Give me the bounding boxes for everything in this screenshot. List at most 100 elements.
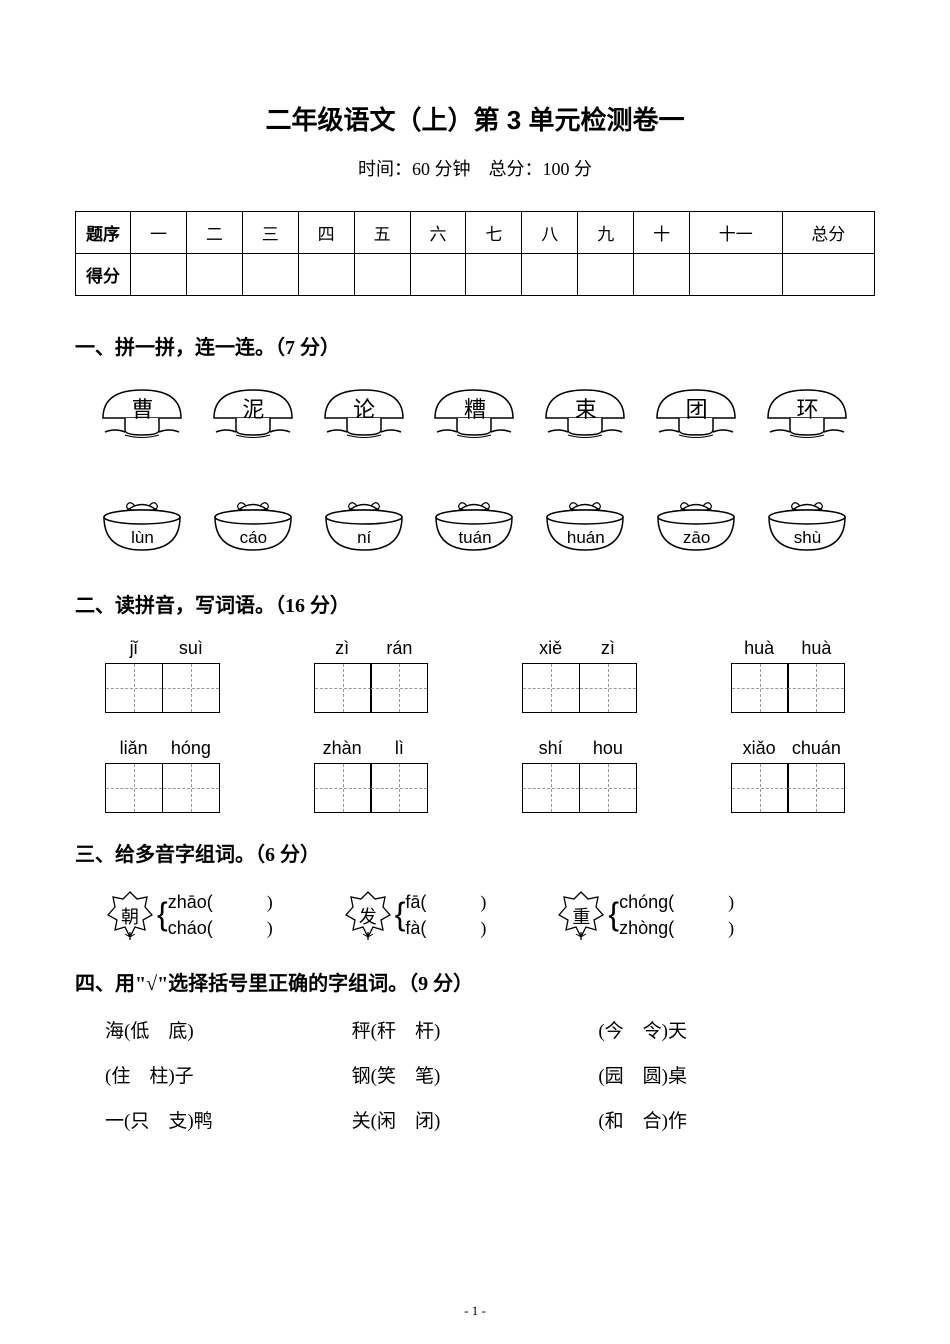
table-row: 题序 一 二 三 四 五 六 七 八 九 十 十一 总分 [76, 212, 875, 254]
pinyin-item: shíhou [522, 738, 637, 813]
pinyin-grid: jǐsuì zìrán xiězì huàhuà liǎnhóng [75, 638, 875, 813]
polyphone-char: 朝 [105, 903, 155, 929]
select-row: 一(只 支)鸭关(闲 闭)(和 合)作 [105, 1106, 845, 1133]
table-cell: 一 [131, 212, 187, 254]
pinyin-item: liǎnhóng [105, 738, 220, 813]
mushroom-item: 论 [317, 380, 412, 442]
mushroom-char: 束 [538, 392, 633, 424]
basket-item: lùn [95, 492, 190, 554]
select-item: 一(只 支)鸭 [105, 1106, 352, 1133]
mushroom-char: 糟 [427, 392, 522, 424]
select-item: 关(闲 闭) [352, 1106, 599, 1133]
table-row: 得分 [76, 254, 875, 296]
polyphone-char: 发 [343, 903, 393, 929]
table-cell [782, 254, 874, 296]
pinyin-row: jǐsuì zìrán xiězì huàhuà [105, 638, 845, 713]
pinyin-label: huàhuà [731, 638, 846, 659]
page-title: 二年级语文（上）第 3 单元检测卷一 [75, 100, 875, 137]
tian-box [105, 663, 163, 713]
pinyin-item: jǐsuì [105, 638, 220, 713]
reading-1: fā( ) [405, 889, 516, 915]
table-cell [634, 254, 690, 296]
tian-boxes [522, 763, 637, 813]
mushroom-item: 束 [538, 380, 633, 442]
table-label: 题序 [76, 212, 131, 254]
select-item: 秤(秆 杆) [352, 1016, 599, 1043]
pinyin-label: xiǎochuán [731, 738, 846, 759]
score-table: 题序 一 二 三 四 五 六 七 八 九 十 十一 总分 得分 [75, 211, 875, 296]
table-cell [298, 254, 354, 296]
pinyin-item: huàhuà [731, 638, 846, 713]
pinyin-item: xiǎochuán [731, 738, 846, 813]
tian-boxes [731, 663, 846, 713]
table-cell: 二 [186, 212, 242, 254]
basket-pinyin: lùn [95, 528, 190, 548]
table-cell: 八 [522, 212, 578, 254]
polyphone-readings: zhāo( ) cháo( ) [168, 889, 303, 941]
pinyin-label: zìrán [314, 638, 429, 659]
tian-boxes [731, 763, 846, 813]
page-number: - 1 - [0, 1303, 950, 1319]
reading-1: zhāo( ) [168, 889, 303, 915]
table-cell [466, 254, 522, 296]
tian-box [579, 763, 637, 813]
tian-box [162, 663, 220, 713]
leaf-icon: 发 [343, 887, 393, 942]
table-cell [131, 254, 187, 296]
tian-box [787, 663, 845, 713]
mushroom-row: 曹 泥 论 糟 束 团 环 [75, 380, 875, 442]
pinyin-item: zìrán [314, 638, 429, 713]
tian-box [522, 663, 580, 713]
table-cell: 五 [354, 212, 410, 254]
table-cell: 七 [466, 212, 522, 254]
select-item: (住 柱)子 [105, 1061, 352, 1088]
tian-boxes [105, 763, 220, 813]
basket-item: huán [538, 492, 633, 554]
select-row: (住 柱)子钢(笑 笔)(园 圆)桌 [105, 1061, 845, 1088]
table-cell: 十 [634, 212, 690, 254]
polyphone-readings: fā( ) fà( ) [405, 889, 516, 941]
pinyin-label: zhànlì [314, 738, 429, 759]
pinyin-label: liǎnhóng [105, 738, 220, 759]
basket-pinyin: zāo [649, 528, 744, 548]
pinyin-item: zhànlì [314, 738, 429, 813]
mushroom-item: 糟 [427, 380, 522, 442]
leaf-icon: 朝 [105, 887, 155, 942]
pinyin-label: shíhou [522, 738, 637, 759]
select-item: (今 令)天 [598, 1016, 845, 1043]
leaf-icon: 重 [556, 887, 606, 942]
basket-pinyin: shù [760, 528, 855, 548]
polyphone-readings: chóng( ) zhòng( ) [619, 889, 764, 941]
tian-box [370, 663, 428, 713]
section-4-title: 四、用"√"选择括号里正确的字组词。（9 分） [75, 967, 875, 996]
basket-item: zāo [649, 492, 744, 554]
table-cell [186, 254, 242, 296]
section-3-title: 三、给多音字组词。（6 分） [75, 838, 875, 867]
select-item: (和 合)作 [598, 1106, 845, 1133]
mushroom-char: 泥 [206, 392, 301, 424]
tian-box [162, 763, 220, 813]
mushroom-item: 团 [649, 380, 744, 442]
mushroom-item: 泥 [206, 380, 301, 442]
mushroom-item: 环 [760, 380, 855, 442]
pinyin-item: xiězì [522, 638, 637, 713]
reading-2: cháo( ) [168, 915, 303, 941]
table-label: 得分 [76, 254, 131, 296]
tian-box [579, 663, 637, 713]
polyphone-char: 重 [556, 903, 606, 929]
bracket-icon: { [395, 892, 406, 937]
bracket-icon: { [608, 892, 619, 937]
pinyin-label: xiězì [522, 638, 637, 659]
tian-box [522, 763, 580, 813]
tian-box [370, 763, 428, 813]
pinyin-label: jǐsuì [105, 638, 220, 659]
basket-row: lùn cáo ní tuán huán zāo shù [75, 492, 875, 554]
mushroom-char: 团 [649, 392, 744, 424]
select-item: 钢(笑 笔) [352, 1061, 599, 1088]
select-item: (园 圆)桌 [598, 1061, 845, 1088]
table-cell: 三 [242, 212, 298, 254]
table-cell: 四 [298, 212, 354, 254]
reading-2: fà( ) [405, 915, 516, 941]
tian-boxes [314, 763, 429, 813]
pinyin-row: liǎnhóng zhànlì shíhou xiǎochuán [105, 738, 845, 813]
